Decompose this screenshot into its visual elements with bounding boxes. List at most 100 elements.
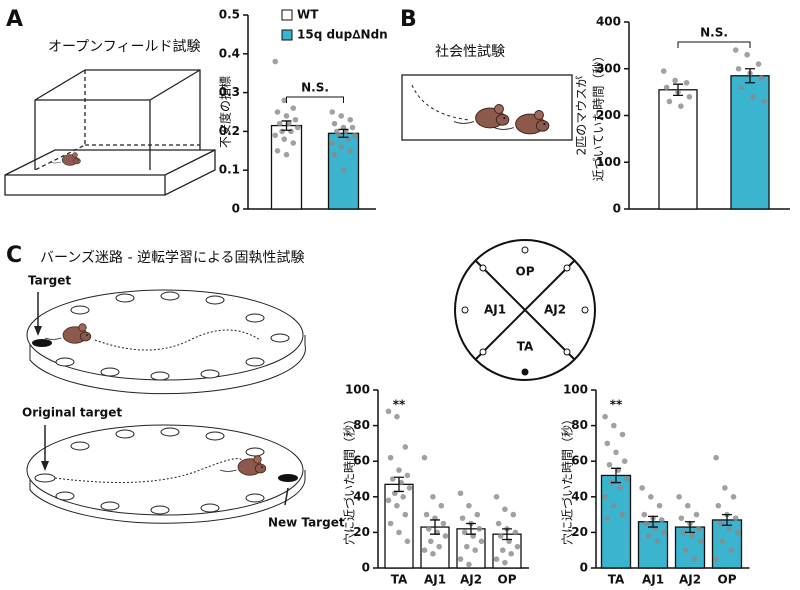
y-axis-label: 近づいていた時間（秒） [592, 50, 606, 182]
y-axis-label: 不安度の指標 [218, 76, 233, 148]
data-point [436, 543, 443, 550]
error-bar [685, 521, 695, 534]
legend-label: 15q dup∆Ndn [297, 28, 388, 42]
data-point [442, 533, 449, 539]
data-point [602, 413, 608, 420]
data-point [396, 467, 402, 473]
data-point [394, 413, 400, 420]
y-tick-label: 0 [232, 202, 240, 216]
error-bar [394, 476, 404, 493]
x-tick-label: TA [391, 573, 408, 587]
y-tick-label: 80 [353, 418, 370, 432]
data-point [340, 167, 347, 173]
y-tick-label: 0.3 [219, 85, 240, 99]
data-point [678, 103, 684, 109]
data-point [732, 47, 739, 53]
data-point [347, 148, 354, 154]
y-tick-label: 100 [345, 383, 370, 397]
annotation: N.S. [700, 26, 728, 40]
y-tick-label: 0 [580, 561, 588, 575]
x-tick-label: TA [608, 573, 625, 587]
error-bar [466, 522, 476, 535]
data-point [722, 485, 728, 491]
data-point [274, 109, 281, 115]
data-point [430, 550, 436, 557]
y-tick-label: 100 [596, 155, 621, 169]
data-point [396, 529, 402, 536]
data-point [387, 454, 394, 461]
data-point [421, 547, 428, 553]
illustration-label: Target [28, 274, 71, 288]
data-point [613, 449, 619, 456]
data-point [394, 502, 400, 509]
data-point [466, 502, 472, 509]
data-point [713, 454, 719, 461]
data-point [719, 538, 726, 545]
data-point [717, 520, 724, 527]
data-point [621, 458, 628, 465]
bar [658, 89, 698, 210]
annotation: ** [393, 398, 406, 412]
data-point [508, 550, 514, 557]
data-point [387, 520, 394, 527]
y-tick-label: 300 [596, 61, 621, 75]
panel-title: オープンフィールド試験 [48, 39, 200, 55]
data-point [466, 561, 472, 568]
panel-title: 社会性試験 [435, 44, 505, 60]
data-point [654, 538, 661, 545]
y-tick-label: 60 [571, 454, 588, 468]
data-point [619, 511, 626, 518]
barnes-maze-illustration [26, 289, 306, 524]
data-point [732, 515, 739, 521]
data-point [689, 533, 695, 539]
data-point [735, 529, 741, 536]
data-point [440, 520, 447, 527]
y-tick-label: 40 [353, 489, 370, 503]
data-point [476, 526, 483, 532]
y-tick-label: 60 [353, 454, 370, 468]
open-field-illustration [4, 69, 216, 196]
data-point [686, 94, 693, 100]
data-point [288, 128, 294, 135]
social-test-illustration [401, 74, 573, 141]
data-point [329, 109, 336, 115]
error-bar [673, 83, 683, 97]
data-point [329, 140, 336, 146]
y-tick-label: 100 [563, 383, 588, 397]
data-point [338, 113, 345, 119]
bar [674, 526, 706, 569]
data-point [685, 502, 691, 509]
data-point [459, 515, 466, 521]
error-bar [745, 68, 755, 84]
data-point [691, 556, 698, 562]
data-point [272, 58, 279, 65]
y-tick-label: 0 [362, 561, 370, 575]
data-point [611, 502, 617, 509]
y-axis-label: 穴に近づいた時間（秒） [342, 413, 357, 545]
x-tick-label: AJ2 [460, 573, 482, 587]
data-point [430, 494, 436, 500]
data-point [283, 151, 290, 158]
data-point [385, 497, 392, 504]
y-tick-label: 0 [613, 202, 621, 216]
data-point [497, 533, 504, 539]
y-tick-label: 0.5 [219, 8, 240, 22]
y-tick-label: 20 [353, 525, 370, 539]
data-point [285, 120, 292, 127]
data-point [660, 68, 667, 74]
bar [600, 474, 632, 569]
quadrant-label: OP [516, 265, 535, 279]
legend-label: WT [297, 8, 319, 22]
panel-label: A [6, 7, 23, 32]
data-point [624, 476, 630, 482]
error-bar [281, 120, 292, 131]
data-point [693, 511, 700, 518]
data-point [493, 556, 500, 562]
data-point [457, 490, 464, 497]
data-point [423, 511, 430, 518]
data-point [338, 144, 345, 150]
data-point [735, 65, 742, 72]
y-tick-label: 0.2 [219, 124, 240, 138]
data-point [672, 77, 678, 84]
data-point [639, 485, 645, 491]
